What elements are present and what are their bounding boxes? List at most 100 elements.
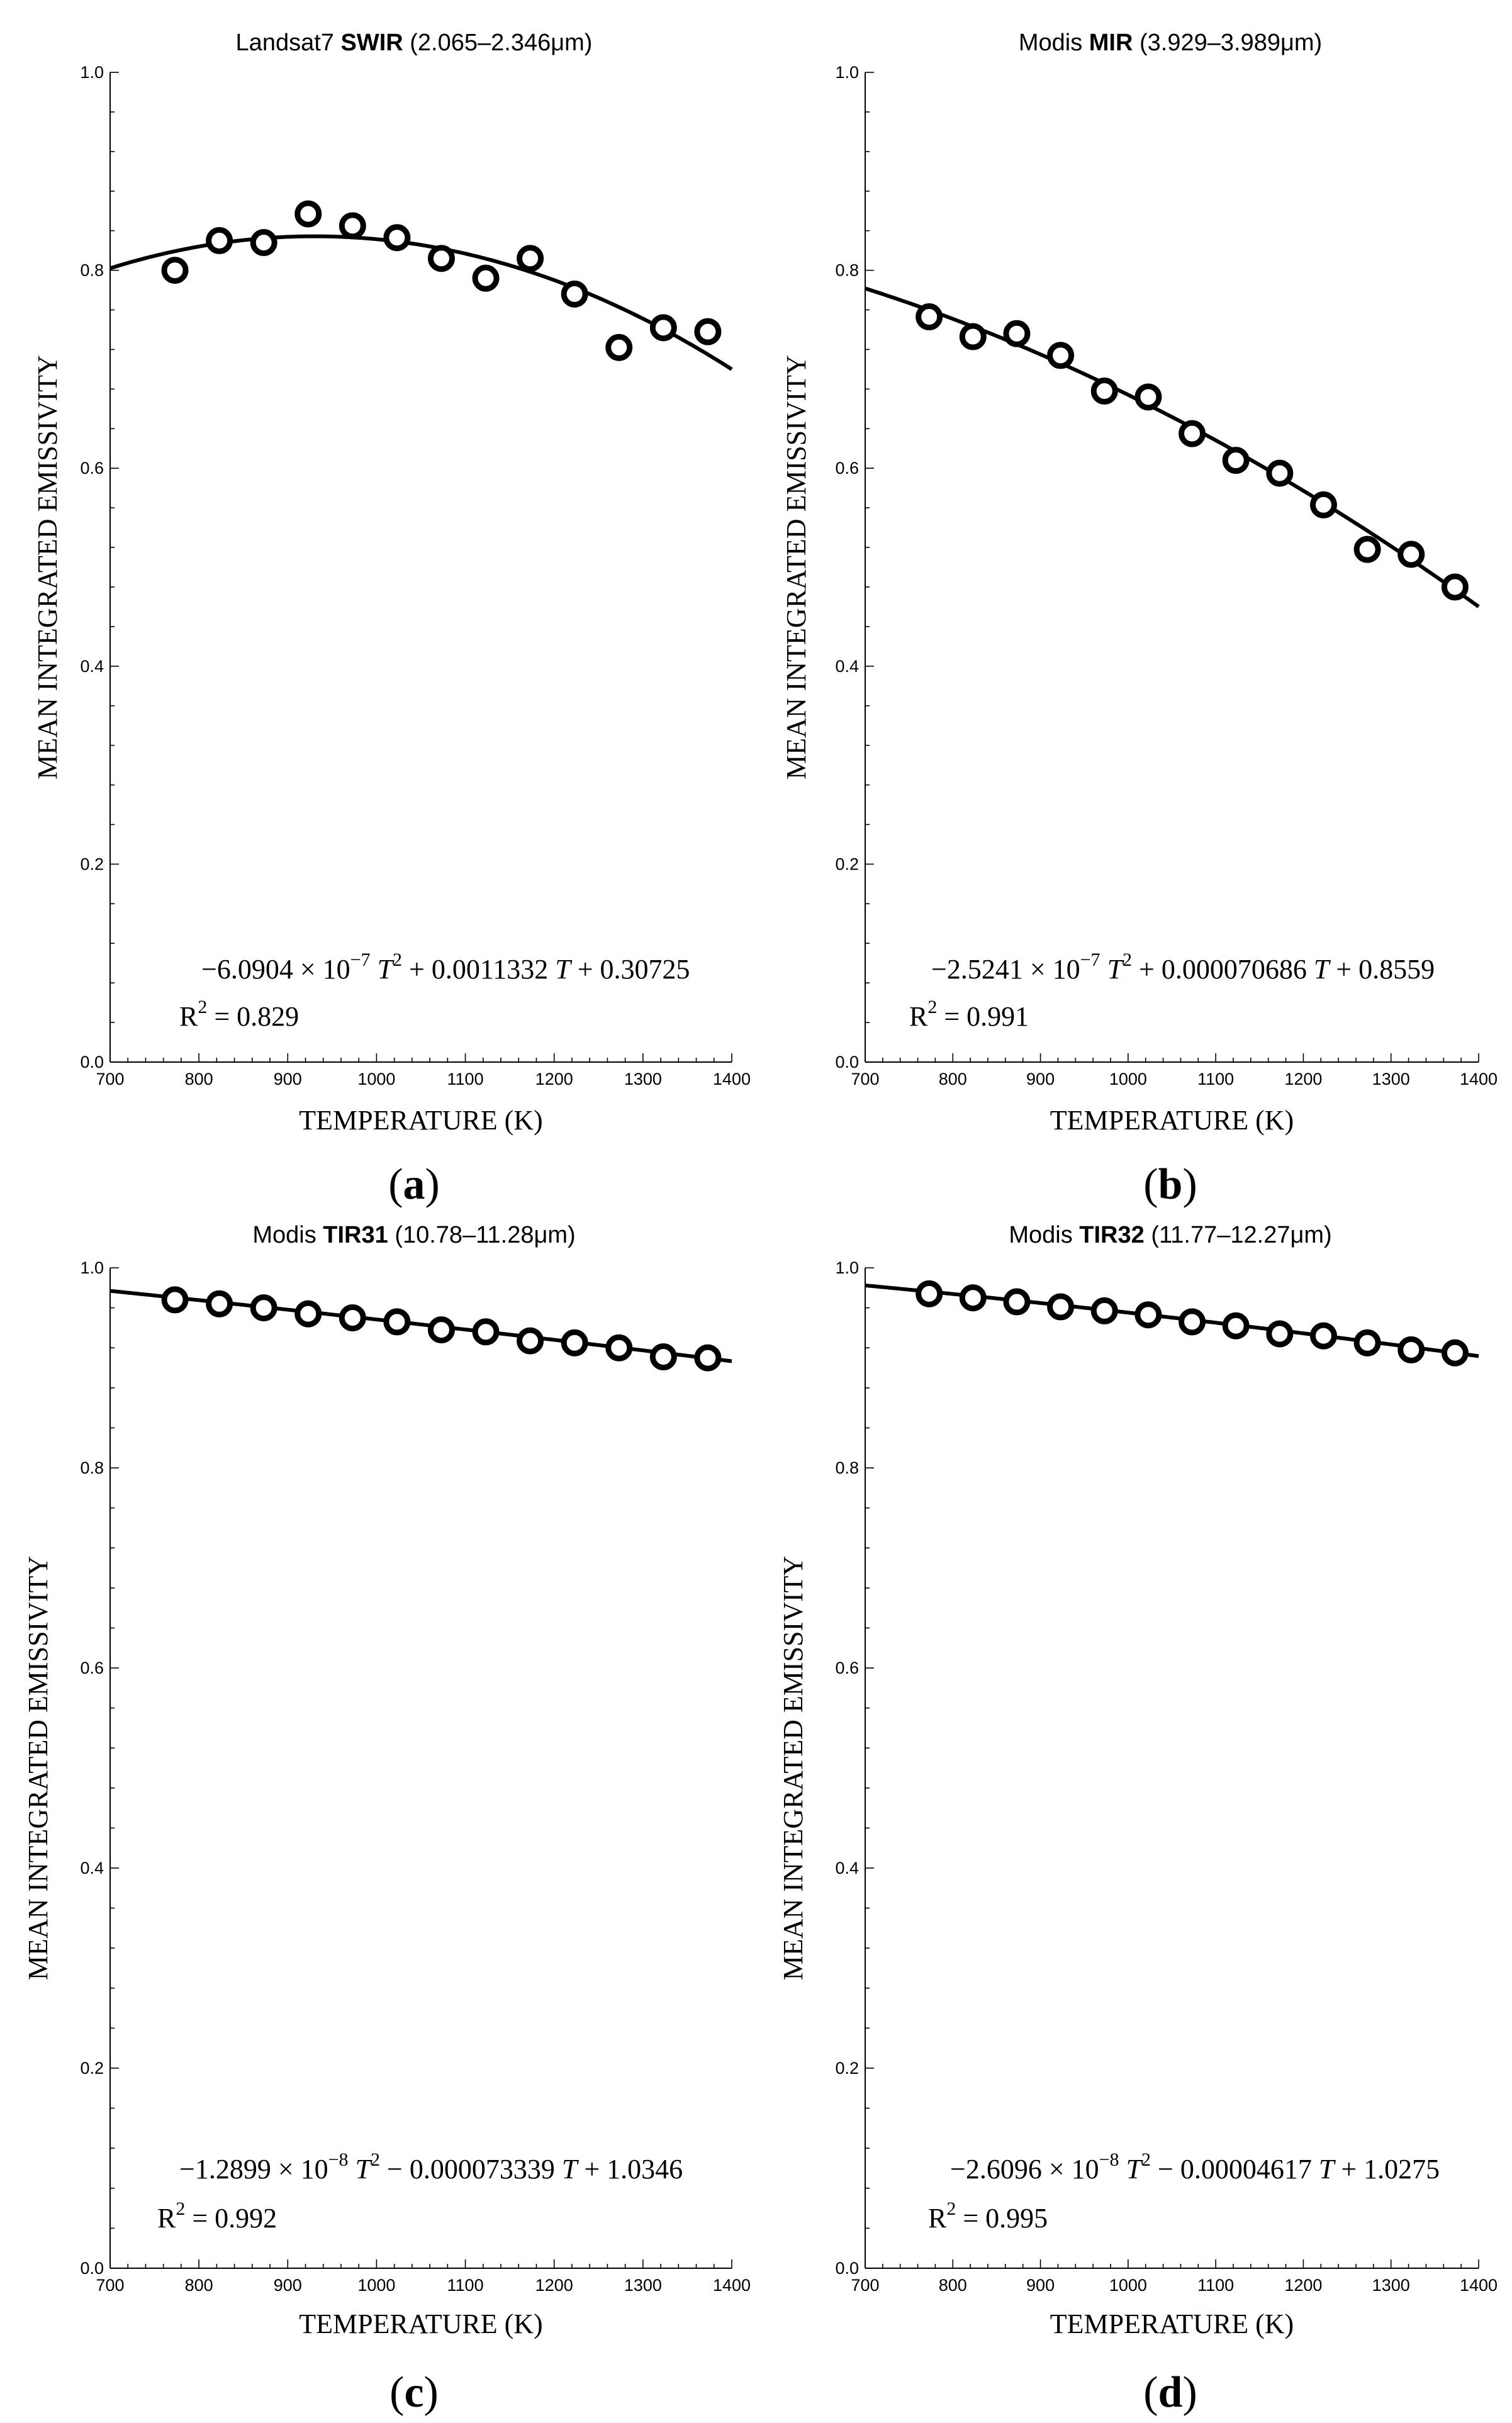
x-tick-label: 1200 bbox=[1284, 1070, 1322, 1088]
fit-equation: −2.5241 × 10−7 T2 + 0.000070686 T + 0.85… bbox=[931, 949, 1435, 985]
fit-equation-var: T bbox=[371, 954, 395, 985]
y-tick-label: 0.6 bbox=[80, 1659, 104, 1677]
x-tick-label: 800 bbox=[185, 2276, 213, 2295]
y-tick-label: 0.0 bbox=[835, 1053, 859, 1072]
data-point bbox=[1134, 383, 1162, 411]
chart-title-prefix: Modis bbox=[1019, 30, 1082, 56]
y-tick-label: 0.0 bbox=[80, 2259, 104, 2278]
data-point bbox=[339, 1304, 366, 1331]
y-tick-label: 0.6 bbox=[80, 459, 104, 478]
data-point bbox=[1134, 1301, 1162, 1329]
x-axis-label: TEMPERATURE (K) bbox=[299, 1105, 542, 1136]
chart-panel-b: Modis MIR (3.929–3.989μm) 700 800 900 1000 11… bbox=[781, 30, 1498, 1209]
fit-equation-coef: −6.0904 × 10 bbox=[201, 954, 350, 985]
chart-title-prefix: Modis bbox=[252, 1222, 316, 1248]
x-tick-label: 1200 bbox=[1284, 2276, 1322, 2295]
chart-title-prefix: Modis bbox=[1009, 1222, 1072, 1248]
y-tick-label: 0.0 bbox=[80, 1053, 104, 1072]
x-tick-label: 1400 bbox=[1460, 2276, 1498, 2295]
x-tick-label: 1100 bbox=[447, 1070, 484, 1088]
fit-equation-power: 2 bbox=[393, 949, 402, 970]
x-tick-label: 1300 bbox=[1372, 2276, 1410, 2295]
r-squared-value: = 0.829 bbox=[207, 1001, 299, 1032]
x-tick-label: 900 bbox=[274, 1070, 302, 1088]
chart-title-prefix: Landsat7 bbox=[236, 30, 334, 56]
x-tick-label: 700 bbox=[96, 2276, 124, 2295]
chart-title: Modis MIR (3.929–3.989μm) bbox=[1019, 30, 1322, 56]
data-point bbox=[383, 224, 411, 252]
fit-equation-exponent: −7 bbox=[1080, 949, 1100, 970]
data-point bbox=[605, 1334, 633, 1362]
x-tick-label: 1000 bbox=[1109, 1070, 1147, 1088]
y-tick-label: 0.2 bbox=[835, 2059, 859, 2078]
fit-equation: −1.2899 × 10−8 T2 − 0.000073339 T + 1.03… bbox=[179, 2149, 683, 2185]
fit-equation-intercept: + 1.0275 bbox=[1334, 2154, 1440, 2185]
data-point bbox=[1222, 447, 1250, 474]
data-point bbox=[1003, 1288, 1031, 1316]
data-point bbox=[206, 1290, 233, 1318]
y-tick-label: 0.0 bbox=[835, 2259, 859, 2278]
chart-panel-a: Landsat7 SWIR (2.065–2.346μm) 700 800 900 10… bbox=[32, 30, 751, 1209]
y-tick-label: 0.8 bbox=[80, 261, 104, 280]
y-tick-label: 0.6 bbox=[835, 1659, 859, 1677]
x-tick-label: 1300 bbox=[624, 1070, 662, 1088]
data-point bbox=[1397, 1336, 1425, 1363]
data-point bbox=[916, 1280, 943, 1307]
chart-title-band: MIR bbox=[1089, 30, 1133, 56]
x-tick-label: 1400 bbox=[1460, 1070, 1498, 1088]
chart-title-range: (10.78–11.28μm) bbox=[395, 1222, 575, 1248]
fit-equation-var: T bbox=[555, 2154, 580, 2185]
fit-equation-intercept: + 0.8559 bbox=[1329, 954, 1435, 985]
r-squared: R2 = 0.992 bbox=[157, 2198, 277, 2234]
data-point bbox=[427, 1316, 455, 1344]
data-point bbox=[1090, 1297, 1118, 1324]
data-point bbox=[1309, 1322, 1337, 1350]
fit-equation-coef: −1.2899 × 10 bbox=[179, 2154, 328, 2185]
x-tick-label: 1400 bbox=[713, 1070, 751, 1088]
x-tick-label: 700 bbox=[851, 1070, 879, 1088]
data-point bbox=[1003, 320, 1031, 347]
x-tick-label: 1200 bbox=[535, 1070, 573, 1088]
fit-equation-power: 2 bbox=[371, 2149, 380, 2170]
data-point bbox=[1441, 1339, 1469, 1367]
data-point bbox=[1179, 1308, 1206, 1336]
fit-equation-intercept: + 1.0346 bbox=[577, 2154, 683, 2185]
fit-equation-exponent: −8 bbox=[1099, 2149, 1119, 2170]
data-point bbox=[1441, 573, 1469, 601]
panel-label-letter: b bbox=[1158, 1160, 1183, 1209]
fit-equation-var: T bbox=[1307, 954, 1331, 985]
fit-equation-var: T bbox=[1312, 2154, 1336, 2185]
panel-label: (d) bbox=[1143, 2368, 1197, 2417]
fit-equation-linear: + 0.0011332 bbox=[402, 954, 548, 985]
data-point bbox=[250, 1294, 277, 1322]
data-point bbox=[383, 1308, 411, 1336]
data-point bbox=[472, 1318, 500, 1346]
chart-title: Landsat7 SWIR (2.065–2.346μm) bbox=[236, 30, 593, 56]
chart-panel-c: Modis TIR31 (10.78–11.28μm) 700 800 900 1000… bbox=[23, 1222, 751, 2417]
r-squared-value: = 0.995 bbox=[956, 2203, 1048, 2234]
y-tick-label: 0.2 bbox=[835, 854, 859, 873]
x-tick-label: 900 bbox=[274, 2276, 302, 2295]
data-point bbox=[1309, 491, 1337, 518]
data-point bbox=[694, 318, 722, 345]
x-tick-label: 1100 bbox=[447, 2276, 484, 2295]
data-point bbox=[161, 257, 189, 284]
x-tick-label: 1300 bbox=[1372, 1070, 1410, 1088]
data-point bbox=[161, 1286, 189, 1314]
y-axis-label: MEAN INTEGRATED EMISSIVITY bbox=[32, 355, 63, 780]
y-axis-label: MEAN INTEGRATED EMISSIVITY bbox=[23, 1556, 53, 1981]
x-tick-label: 800 bbox=[939, 2276, 967, 2295]
y-tick-label: 0.4 bbox=[835, 657, 859, 676]
data-point bbox=[649, 314, 677, 342]
data-point bbox=[1353, 1329, 1381, 1357]
x-tick-label: 700 bbox=[96, 1070, 124, 1088]
chart-title-band: TIR32 bbox=[1079, 1222, 1144, 1248]
fit-equation-exponent: −7 bbox=[350, 949, 371, 970]
data-point bbox=[1179, 420, 1206, 447]
chart-title: Modis TIR31 (10.78–11.28μm) bbox=[252, 1222, 575, 1248]
r-squared-value: = 0.991 bbox=[937, 1001, 1029, 1032]
y-tick-label: 1.0 bbox=[80, 63, 104, 82]
r-squared-value: = 0.992 bbox=[185, 2203, 277, 2234]
y-tick-label: 0.2 bbox=[80, 854, 104, 873]
